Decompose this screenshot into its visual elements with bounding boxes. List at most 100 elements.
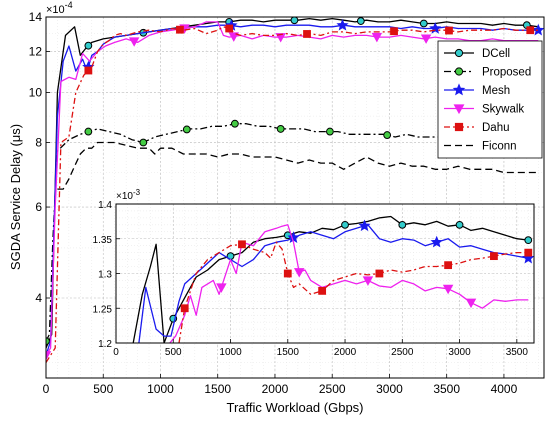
- x-tick-label: 2000: [262, 382, 289, 396]
- series-line-ficonn: [57, 141, 539, 190]
- inset-y-ticks: 1.2 1.25 1.3 1.35 1.4: [93, 200, 120, 350]
- marker-dahu: [283, 269, 292, 278]
- marker-skywalk: [362, 276, 374, 286]
- x-tick-label: 1500: [204, 382, 231, 396]
- x-tick-label: 500: [93, 382, 113, 396]
- marker-proposed: [139, 138, 148, 147]
- marker-dcell: [419, 19, 428, 28]
- x-tick-label: 500: [165, 347, 182, 358]
- marker-mesh: [532, 23, 544, 36]
- marker-dahu: [375, 269, 384, 278]
- series-line-dahu: [178, 241, 529, 343]
- marker-dahu: [318, 286, 327, 295]
- main-y-ticks: 4 6 8 10 12 14: [29, 10, 50, 305]
- x-tick-label: 4000: [491, 382, 518, 396]
- marker-skywalk: [371, 32, 383, 43]
- series-line-mesh: [46, 24, 539, 356]
- y-tick-label: 1.25: [93, 304, 113, 315]
- main-series-group: [46, 17, 544, 363]
- marker-dcell: [455, 220, 464, 229]
- series-clip-group: [132, 215, 534, 343]
- x-tick-label: 3500: [433, 382, 460, 396]
- marker-proposed: [326, 127, 334, 136]
- inset-x-ticks: 0 500 1000 1500 2000 2500 3000 3500: [113, 339, 528, 358]
- marker-proposed: [84, 127, 93, 136]
- legend-label-ficonn: Ficonn: [482, 141, 517, 153]
- inset-grid: [115, 203, 534, 344]
- marker-dcell: [84, 41, 93, 50]
- marker-dahu: [180, 304, 189, 313]
- marker-skywalk: [275, 33, 286, 43]
- y-tick-label: 4: [35, 291, 42, 305]
- legend-label-mesh: Mesh: [482, 85, 510, 97]
- marker-skywalk: [465, 298, 477, 309]
- marker-skywalk: [128, 37, 140, 47]
- y-tick-label: 6: [35, 200, 42, 214]
- marker-mesh: [336, 18, 349, 31]
- marker-dahu: [444, 261, 453, 270]
- legend-marker-dcell: [454, 48, 464, 58]
- legend-marker-mesh: [452, 83, 466, 96]
- marker-dcell: [356, 17, 365, 25]
- x-tick-label: 3500: [506, 347, 529, 358]
- marker-proposed: [383, 131, 392, 139]
- x-tick-label: 3000: [376, 382, 403, 396]
- x-tick-label: 0: [43, 382, 50, 396]
- x-tick-label: 1000: [219, 347, 242, 358]
- x-tick-label: 2500: [319, 382, 346, 396]
- y-tick-label: 14: [29, 10, 43, 24]
- marker-dahu: [84, 66, 93, 75]
- legend: DCell Proposed Mesh Skywalk Dahu Ficonn: [437, 40, 543, 159]
- marker-proposed: [276, 125, 285, 133]
- marker-dahu: [303, 30, 311, 38]
- inset-series-group: [132, 215, 534, 343]
- y-tick-label: 12: [29, 45, 43, 59]
- series-clip-group: [46, 17, 544, 363]
- marker-dahu: [176, 25, 184, 34]
- main-y-exponent: ×10-4: [46, 0, 73, 16]
- x-tick-label: 1500: [277, 347, 300, 358]
- x-axis-label: Traffic Workload (Gbps): [226, 400, 363, 415]
- marker-skywalk: [216, 283, 227, 293]
- series-line-dcell: [46, 17, 539, 349]
- marker-dahu: [390, 27, 398, 36]
- marker-dahu: [526, 26, 535, 35]
- series-line-mesh: [138, 224, 529, 343]
- inset-y-exponent: ×10-3: [116, 188, 141, 202]
- marker-skywalk: [442, 284, 454, 295]
- marker-dahu: [238, 240, 246, 249]
- marker-dahu: [524, 248, 533, 257]
- y-tick-label: 10: [29, 85, 43, 99]
- y-tick-label: 1.35: [93, 235, 113, 246]
- y-tick-label: 1.2: [98, 339, 112, 350]
- marker-dahu: [490, 252, 498, 261]
- marker-proposed: [230, 119, 239, 128]
- legend-marker-proposed: [454, 67, 464, 76]
- legend-label-skywalk: Skywalk: [482, 104, 524, 116]
- legend-box: [437, 40, 543, 159]
- y-tick-label: 8: [35, 136, 42, 150]
- marker-dahu: [225, 24, 234, 33]
- series-line-skywalk: [169, 224, 529, 343]
- marker-dcell: [341, 220, 349, 229]
- marker-mesh: [430, 235, 443, 248]
- legend-marker-dahu: [454, 122, 464, 132]
- legend-label-dahu: Dahu: [482, 122, 510, 134]
- y-tick-label: 1.4: [98, 200, 112, 211]
- legend-label-proposed: Proposed: [482, 67, 531, 79]
- marker-skywalk: [420, 34, 432, 44]
- marker-dahu: [445, 26, 453, 35]
- x-tick-label: 1000: [147, 382, 174, 396]
- marker-proposed: [46, 337, 50, 346]
- x-tick-label: 3000: [448, 347, 471, 358]
- legend-label-dcell: DCell: [482, 48, 510, 60]
- main-x-ticks: 0 500 1000 1500 2000 2500 3000 3500 4000: [43, 374, 518, 396]
- marker-skywalk: [46, 351, 52, 361]
- x-tick-label: 2000: [334, 347, 357, 358]
- marker-mesh: [287, 231, 300, 243]
- marker-dcell: [524, 236, 533, 245]
- marker-dcell: [290, 17, 299, 25]
- marker-proposed: [182, 125, 191, 134]
- marker-skywalk: [228, 32, 240, 42]
